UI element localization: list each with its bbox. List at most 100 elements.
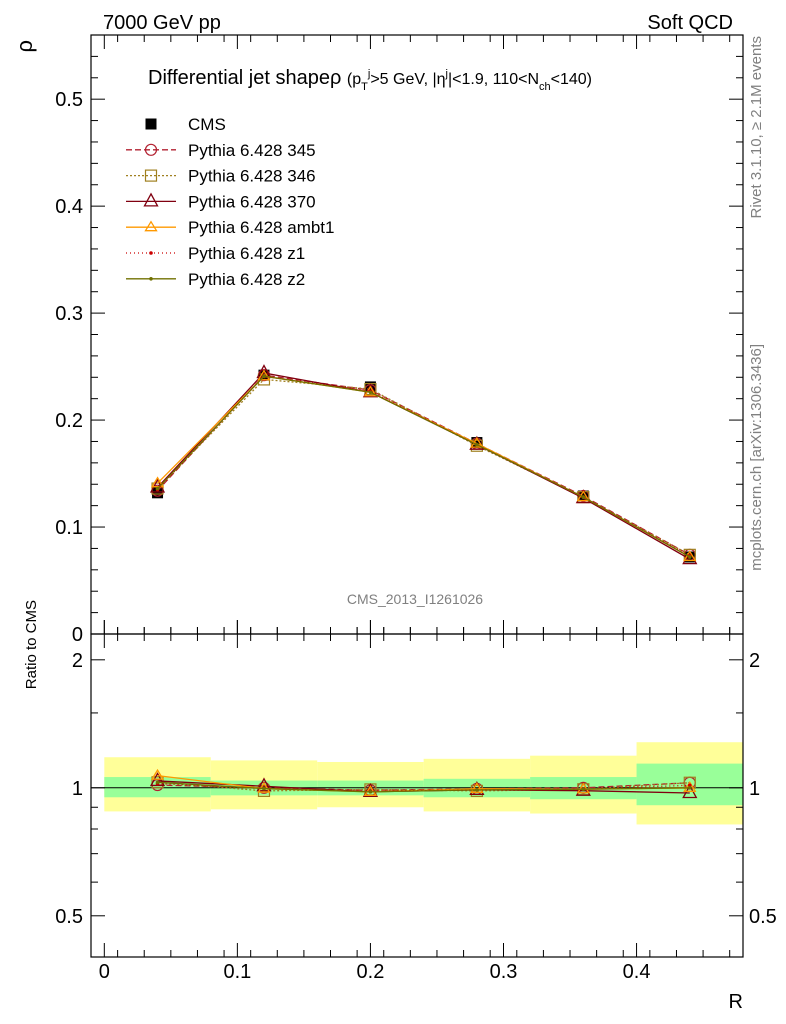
marker-square bbox=[470, 784, 483, 798]
chart-title: Differential jet shapeρ (pTj>5 GeV, |ηj|… bbox=[148, 67, 592, 93]
legend-label: Pythia 6.428 345 bbox=[188, 141, 316, 160]
main-y-tick-label: 0.1 bbox=[55, 517, 83, 539]
header-left: 7000 GeV pp bbox=[103, 12, 221, 34]
title-cut-mid: >5 GeV, |η bbox=[370, 71, 445, 88]
legend-label: CMS bbox=[188, 115, 226, 134]
legend-label: Pythia 6.428 370 bbox=[188, 192, 316, 211]
main-y-tick-label: 0.2 bbox=[55, 410, 83, 432]
title-sup-j1: j bbox=[367, 68, 370, 80]
series-line-ratio bbox=[157, 781, 690, 793]
marker-triangle bbox=[256, 777, 272, 792]
y-axis-label: ρ bbox=[12, 40, 37, 53]
ratio-y-axis-label: Ratio to CMS bbox=[23, 600, 40, 689]
marker-dot bbox=[687, 786, 692, 790]
marker-square-filled bbox=[471, 437, 483, 449]
marker-triangle-small bbox=[363, 785, 378, 796]
marker-triangle bbox=[362, 383, 379, 398]
marker-dot bbox=[687, 555, 692, 559]
marker-circle bbox=[144, 143, 158, 156]
marker-dot bbox=[475, 788, 479, 792]
legend-label: Pythia 6.428 ambt1 bbox=[188, 218, 334, 237]
marker-triangle-small bbox=[150, 768, 165, 780]
legend-entry: Pythia 6.428 345 bbox=[126, 141, 316, 160]
series-line-main bbox=[157, 378, 691, 556]
title-sup-j2: j bbox=[445, 68, 448, 80]
marker-dot bbox=[368, 790, 373, 794]
marker-dot bbox=[262, 374, 266, 379]
ratio-y-tick-label: 1 bbox=[72, 778, 83, 800]
main-y-tick-label: 0.3 bbox=[55, 303, 83, 325]
x-tick-label: 0 bbox=[99, 961, 110, 983]
legend-entry: Pythia 6.428 z2 bbox=[126, 270, 305, 289]
marker-triangle-small bbox=[470, 782, 484, 793]
ratio-y-tick-label: 0.5 bbox=[55, 906, 83, 928]
marker-dot bbox=[155, 780, 160, 785]
legend-entry: Pythia 6.428 346 bbox=[126, 167, 316, 186]
series-pythia-6.428-z2 bbox=[155, 374, 692, 794]
legend-label: Pythia 6.428 z1 bbox=[188, 244, 305, 263]
title-cut-p: (p bbox=[347, 71, 361, 88]
series-line-ratio bbox=[157, 781, 690, 792]
title-cut-mid2: |<1.9, 110<N bbox=[448, 71, 539, 88]
series-line-ratio bbox=[157, 782, 690, 791]
series-line-main bbox=[157, 372, 691, 560]
marker-square bbox=[144, 169, 158, 182]
marker-square-filled bbox=[145, 118, 157, 130]
x-axis-label: R bbox=[729, 991, 743, 1013]
series-pythia-6.428-z1 bbox=[155, 374, 692, 793]
series-pythia-6.428-346 bbox=[151, 373, 696, 798]
legend: CMS Pythia 6.428 345 Pythia 6.428 346 Pythi… bbox=[126, 115, 334, 289]
marker-triangle-small bbox=[150, 476, 165, 488]
x-tick-label: 0.2 bbox=[357, 961, 385, 983]
legend-label: Pythia 6.428 346 bbox=[188, 167, 316, 186]
series-lines bbox=[149, 364, 698, 799]
x-tick-label: 0.3 bbox=[490, 961, 518, 983]
marker-dot bbox=[155, 486, 160, 491]
main-y-tick-label: 0.5 bbox=[55, 89, 83, 111]
main-y-tick-label: 0 bbox=[72, 624, 83, 646]
series-line-main bbox=[157, 375, 691, 558]
title-sub-ch: ch bbox=[539, 81, 551, 93]
ratio-y-tick-label-right: 2 bbox=[749, 650, 760, 672]
title-main: Differential jet shapeρ bbox=[148, 67, 341, 89]
series-line-main bbox=[157, 375, 691, 558]
marker-dot bbox=[581, 787, 586, 792]
marker-dot bbox=[149, 277, 153, 281]
legend-entry: Pythia 6.428 370 bbox=[126, 192, 316, 211]
axis-ticks: 0 0.1 0.2 0.3 0.4 0.5 0.5 0.5 1 1 2 2 0 0.1 0.2 0.3 0.4 bbox=[55, 35, 777, 983]
ratio-y-tick-label-right: 1 bbox=[749, 778, 760, 800]
x-tick-label: 0.4 bbox=[623, 961, 651, 983]
marker-dot bbox=[368, 390, 373, 395]
series-pythia-6.428-345 bbox=[151, 369, 696, 797]
ratio-plot-frame bbox=[90, 633, 744, 958]
marker-dot bbox=[262, 786, 266, 791]
series-pythia-6.428-370 bbox=[149, 364, 698, 799]
legend-entry: CMS bbox=[145, 115, 226, 134]
title-cut-end: <140) bbox=[551, 71, 592, 88]
ratio-bands bbox=[91, 742, 743, 825]
series-pythia-6.428-ambt1 bbox=[150, 369, 697, 796]
x-tick-label: 0.1 bbox=[223, 961, 251, 983]
marker-triangle-small bbox=[683, 781, 697, 792]
legend-label: Pythia 6.428 z2 bbox=[188, 270, 305, 289]
marker-triangle-small bbox=[144, 220, 158, 232]
marker-triangle-small bbox=[576, 782, 590, 794]
legend-entry: Pythia 6.428 z1 bbox=[126, 244, 305, 263]
marker-square-filled bbox=[152, 487, 164, 499]
analysis-watermark: CMS_2013_I1261026 bbox=[347, 591, 483, 607]
marker-triangle bbox=[143, 192, 159, 207]
rivet-label: Rivet 3.1.10, ≥ 2.1M events bbox=[748, 36, 765, 219]
ratio-y-tick-label: 2 bbox=[72, 650, 83, 672]
header-right: Soft QCD bbox=[647, 12, 733, 34]
marker-dot bbox=[149, 251, 153, 255]
legend-entry: Pythia 6.428 ambt1 bbox=[126, 218, 334, 237]
marker-triangle-small bbox=[257, 369, 271, 381]
marker-dot bbox=[687, 783, 692, 788]
marker-dot bbox=[581, 495, 586, 499]
main-y-tick-label: 0.4 bbox=[55, 196, 83, 218]
title-sub-T: T bbox=[361, 81, 368, 93]
ratio-y-tick-label-right: 0.5 bbox=[749, 906, 777, 928]
marker-triangle-small bbox=[257, 781, 271, 793]
mcplots-label: mcplots.cern.ch [arXiv:1306.3436] bbox=[748, 344, 765, 571]
